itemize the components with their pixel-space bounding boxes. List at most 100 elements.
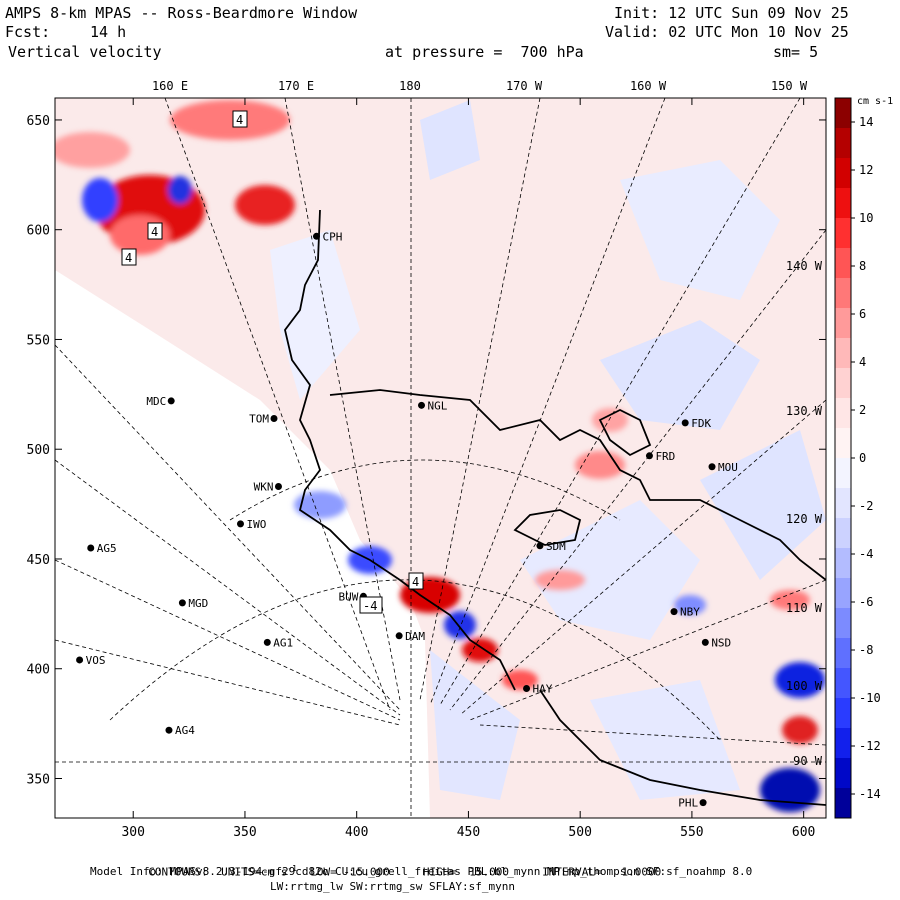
contour-value-box: 4 (408, 572, 424, 590)
colorbar-label: 10 (859, 211, 873, 225)
station: WKN (254, 481, 282, 494)
x-tick-label: 600 (792, 825, 815, 840)
contours-high: HIGH= 15.000 (422, 865, 509, 879)
init-time: Init: 12 UTC Sun 09 Nov 25 (614, 4, 849, 22)
station: CPH (312, 230, 342, 243)
station-label: WKN (254, 481, 274, 494)
y-tick-label: 350 (27, 772, 50, 787)
station-label: MDC (146, 395, 166, 408)
contour-value-box: -4 (359, 596, 383, 614)
colorbar-swatch (835, 428, 851, 459)
colorbar-swatch (835, 698, 851, 729)
map-title: AMPS 8-km MPAS -- Ross-Beardmore Window (5, 4, 358, 22)
station-label: FRD (655, 450, 675, 463)
colorbar-swatch (835, 278, 851, 309)
station-dot (523, 684, 531, 692)
colorbar-label: 4 (859, 355, 866, 369)
colorbar-swatch (835, 368, 851, 399)
station: MDC (146, 395, 175, 408)
station: AG4 (165, 724, 195, 737)
top-lon-label: 160 E (152, 79, 188, 93)
station: MGD (178, 597, 208, 610)
lon-line-label: 100 W (786, 679, 823, 693)
station-dot (395, 632, 403, 640)
colorbar-swatch (835, 668, 851, 699)
station: FDK (681, 417, 711, 430)
lon-line-label: 140 W (786, 259, 823, 273)
station-dot (699, 799, 707, 807)
station: NGL (418, 399, 448, 412)
colorbar-unit: cm s-1 (857, 96, 893, 107)
colorbar-label: -4 (859, 547, 873, 561)
x-tick-label: 350 (233, 825, 256, 840)
colorbar-swatch (835, 578, 851, 609)
colorbar-swatch (835, 638, 851, 669)
colorbar-swatch (835, 308, 851, 339)
station-markers: CPH MDC NGL TOM FDK FRD MOU WKN IWO AG5 SDM BUW MGD N… (76, 230, 738, 810)
station: PHL (678, 797, 707, 810)
colorbar-swatch (835, 758, 851, 789)
contour-box-labels: 4 4 4 4 -4 (121, 110, 424, 614)
colorbar-swatch (835, 338, 851, 369)
station: HAY (523, 682, 553, 695)
colorbar-label: -12 (859, 739, 881, 753)
contours-key: CONTOURS: (148, 865, 208, 879)
station-dot (701, 638, 709, 646)
x-tick-label: 450 (457, 825, 480, 840)
contour-box-text: 4 (151, 225, 158, 239)
lon-line-label: 110 W (786, 601, 823, 615)
lon-line-label: 90 W (793, 754, 823, 768)
colorbar-swatch (835, 548, 851, 579)
colorbar-swatch (835, 518, 851, 549)
station: FRD (645, 450, 675, 463)
x-tick-label: 400 (345, 825, 368, 840)
station-label: DAM (405, 630, 425, 643)
y-tick-label: 450 (27, 553, 50, 568)
colorbar-swatch (835, 98, 851, 129)
station-dot (87, 544, 95, 552)
colorbar-swatch (835, 458, 851, 489)
x-tick-label: 550 (680, 825, 703, 840)
station: NSD (701, 636, 731, 649)
contour-box-frame (121, 248, 137, 266)
model-info: Model Info: MPASv8.2.3-194-gf29cd82c CU:… (90, 865, 753, 878)
colorbar-swatch (835, 788, 851, 819)
station-label: AG1 (273, 636, 293, 649)
contour-box-text: 4 (236, 113, 243, 127)
station-label: AG4 (175, 724, 195, 737)
contours-interval: INTERVAL= 1.0000 (542, 865, 662, 879)
y-axis: 650 600 550 500 450 400 350 (27, 114, 826, 787)
contours-units-exponent: -1 (287, 864, 297, 873)
station-label: AG5 (97, 542, 117, 555)
contour-box-frame (359, 596, 383, 614)
valid-time: Valid: 02 UTC Mon 10 Nov 25 (605, 23, 849, 41)
colorbar-label: 14 (859, 115, 873, 129)
contour-value-box: 4 (232, 110, 248, 128)
station-label: MOU (718, 461, 738, 474)
colorbar-swatch (835, 608, 851, 639)
station: AG5 (87, 542, 117, 555)
contour-box-text: 4 (125, 251, 132, 265)
colorbar-swatch (835, 188, 851, 219)
x-tick-label: 500 (568, 825, 591, 840)
colorbar-swatch (835, 158, 851, 189)
colorbar-swatch (835, 128, 851, 159)
top-lon-label: 170 E (278, 79, 314, 93)
station-dot (708, 463, 716, 471)
contour-value-box: 4 (121, 248, 137, 266)
colorbar-label: 8 (859, 259, 866, 273)
x-axis: 300 350 400 450 500 550 600 (121, 98, 815, 840)
station-dot (312, 232, 320, 240)
station-dot (165, 726, 173, 734)
station: SDM (536, 540, 566, 553)
station-label: NGL (428, 399, 448, 412)
contour-box-frame (408, 572, 424, 590)
colorbar-swatch (835, 218, 851, 249)
contour-box-frame (147, 222, 163, 240)
x-tick-label: 300 (121, 825, 144, 840)
station: MOU (708, 461, 738, 474)
station-label: TOM (249, 412, 269, 425)
colorbar-label: -2 (859, 499, 873, 513)
y-tick-label: 650 (27, 114, 50, 129)
contour-box-text: 4 (412, 575, 419, 589)
